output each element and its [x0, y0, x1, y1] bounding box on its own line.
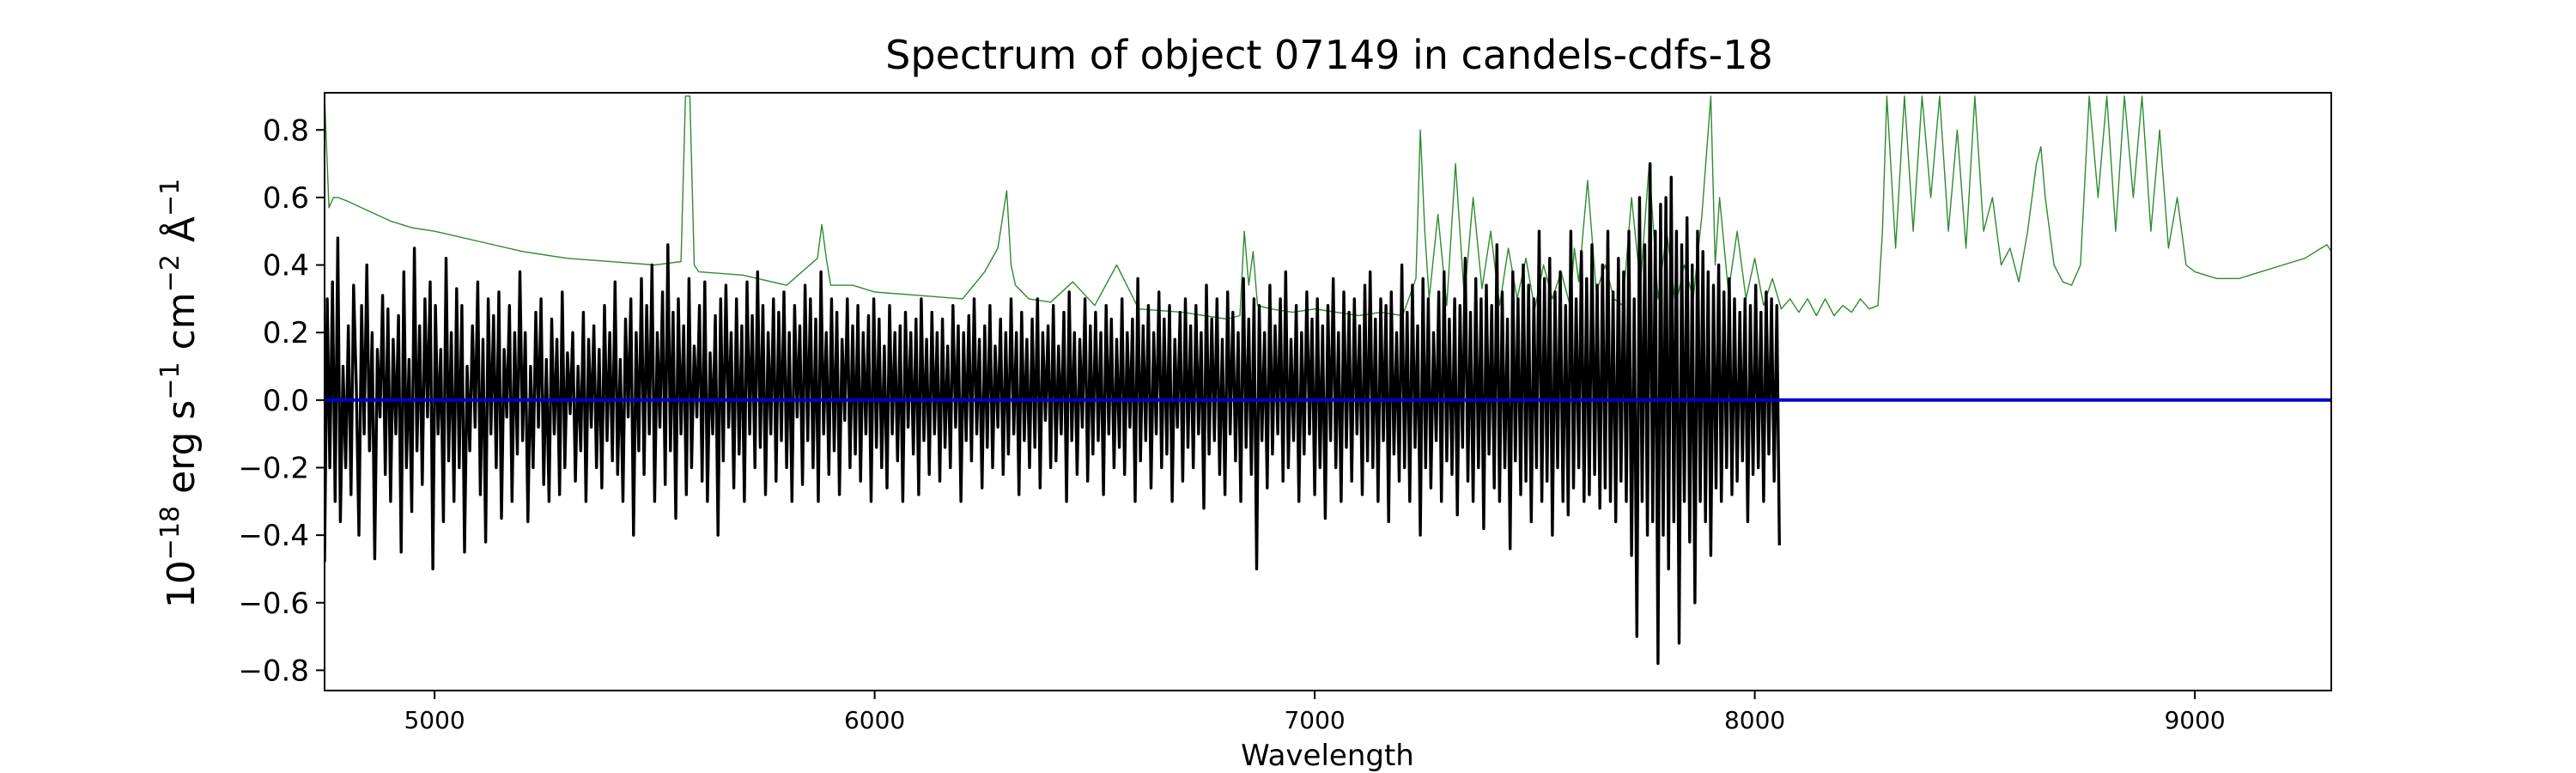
y-tick-label: −0.8 — [238, 654, 309, 688]
x-tick-label: 8000 — [1724, 706, 1785, 734]
y-tick-label: −0.4 — [238, 519, 309, 553]
ylabel-base: 10 — [160, 560, 204, 608]
y-tick-label: 0.4 — [263, 249, 309, 283]
y-tick-label: 0.0 — [263, 384, 309, 418]
y-tick-label: 0.8 — [263, 113, 309, 148]
ylabel-unit3-exp: −1 — [155, 179, 185, 216]
error-series-line — [325, 95, 2331, 320]
y-tick-label: 0.6 — [263, 181, 309, 216]
ylabel-unit1-exp: −1 — [155, 362, 185, 399]
x-tick-label: 5000 — [404, 706, 465, 734]
y-tick-label: −0.6 — [238, 587, 309, 621]
x-axis-label: Wavelength — [1241, 739, 1414, 773]
ylabel-unit3: Å — [158, 216, 204, 254]
y-tick-label: −0.2 — [238, 451, 309, 485]
chart-title: Spectrum of object 07149 in candels-cdfs… — [885, 32, 1773, 78]
ylabel-exp: −18 — [155, 506, 185, 560]
y-axis-label: 10−18 erg s−1 cm−2 Å−1 — [155, 179, 204, 608]
ylabel-unit2-exp: −2 — [155, 254, 185, 292]
y-axis: −0.8 −0.6 −0.4 −0.2 0.0 0.2 0.4 0.6 0.8 — [238, 113, 325, 688]
y-tick-label: 0.2 — [263, 316, 309, 350]
series-layer — [325, 95, 2331, 666]
x-tick-label: 9000 — [2164, 706, 2225, 734]
x-tick-label: 7000 — [1284, 706, 1345, 734]
ylabel-unit2: cm — [160, 292, 204, 362]
flux-series-line — [325, 161, 1781, 666]
plot-frame — [324, 92, 2332, 691]
x-axis: 5000 6000 7000 8000 9000 — [404, 691, 2226, 734]
ylabel-unit1: erg s — [160, 400, 204, 506]
x-tick-label: 6000 — [844, 706, 905, 734]
